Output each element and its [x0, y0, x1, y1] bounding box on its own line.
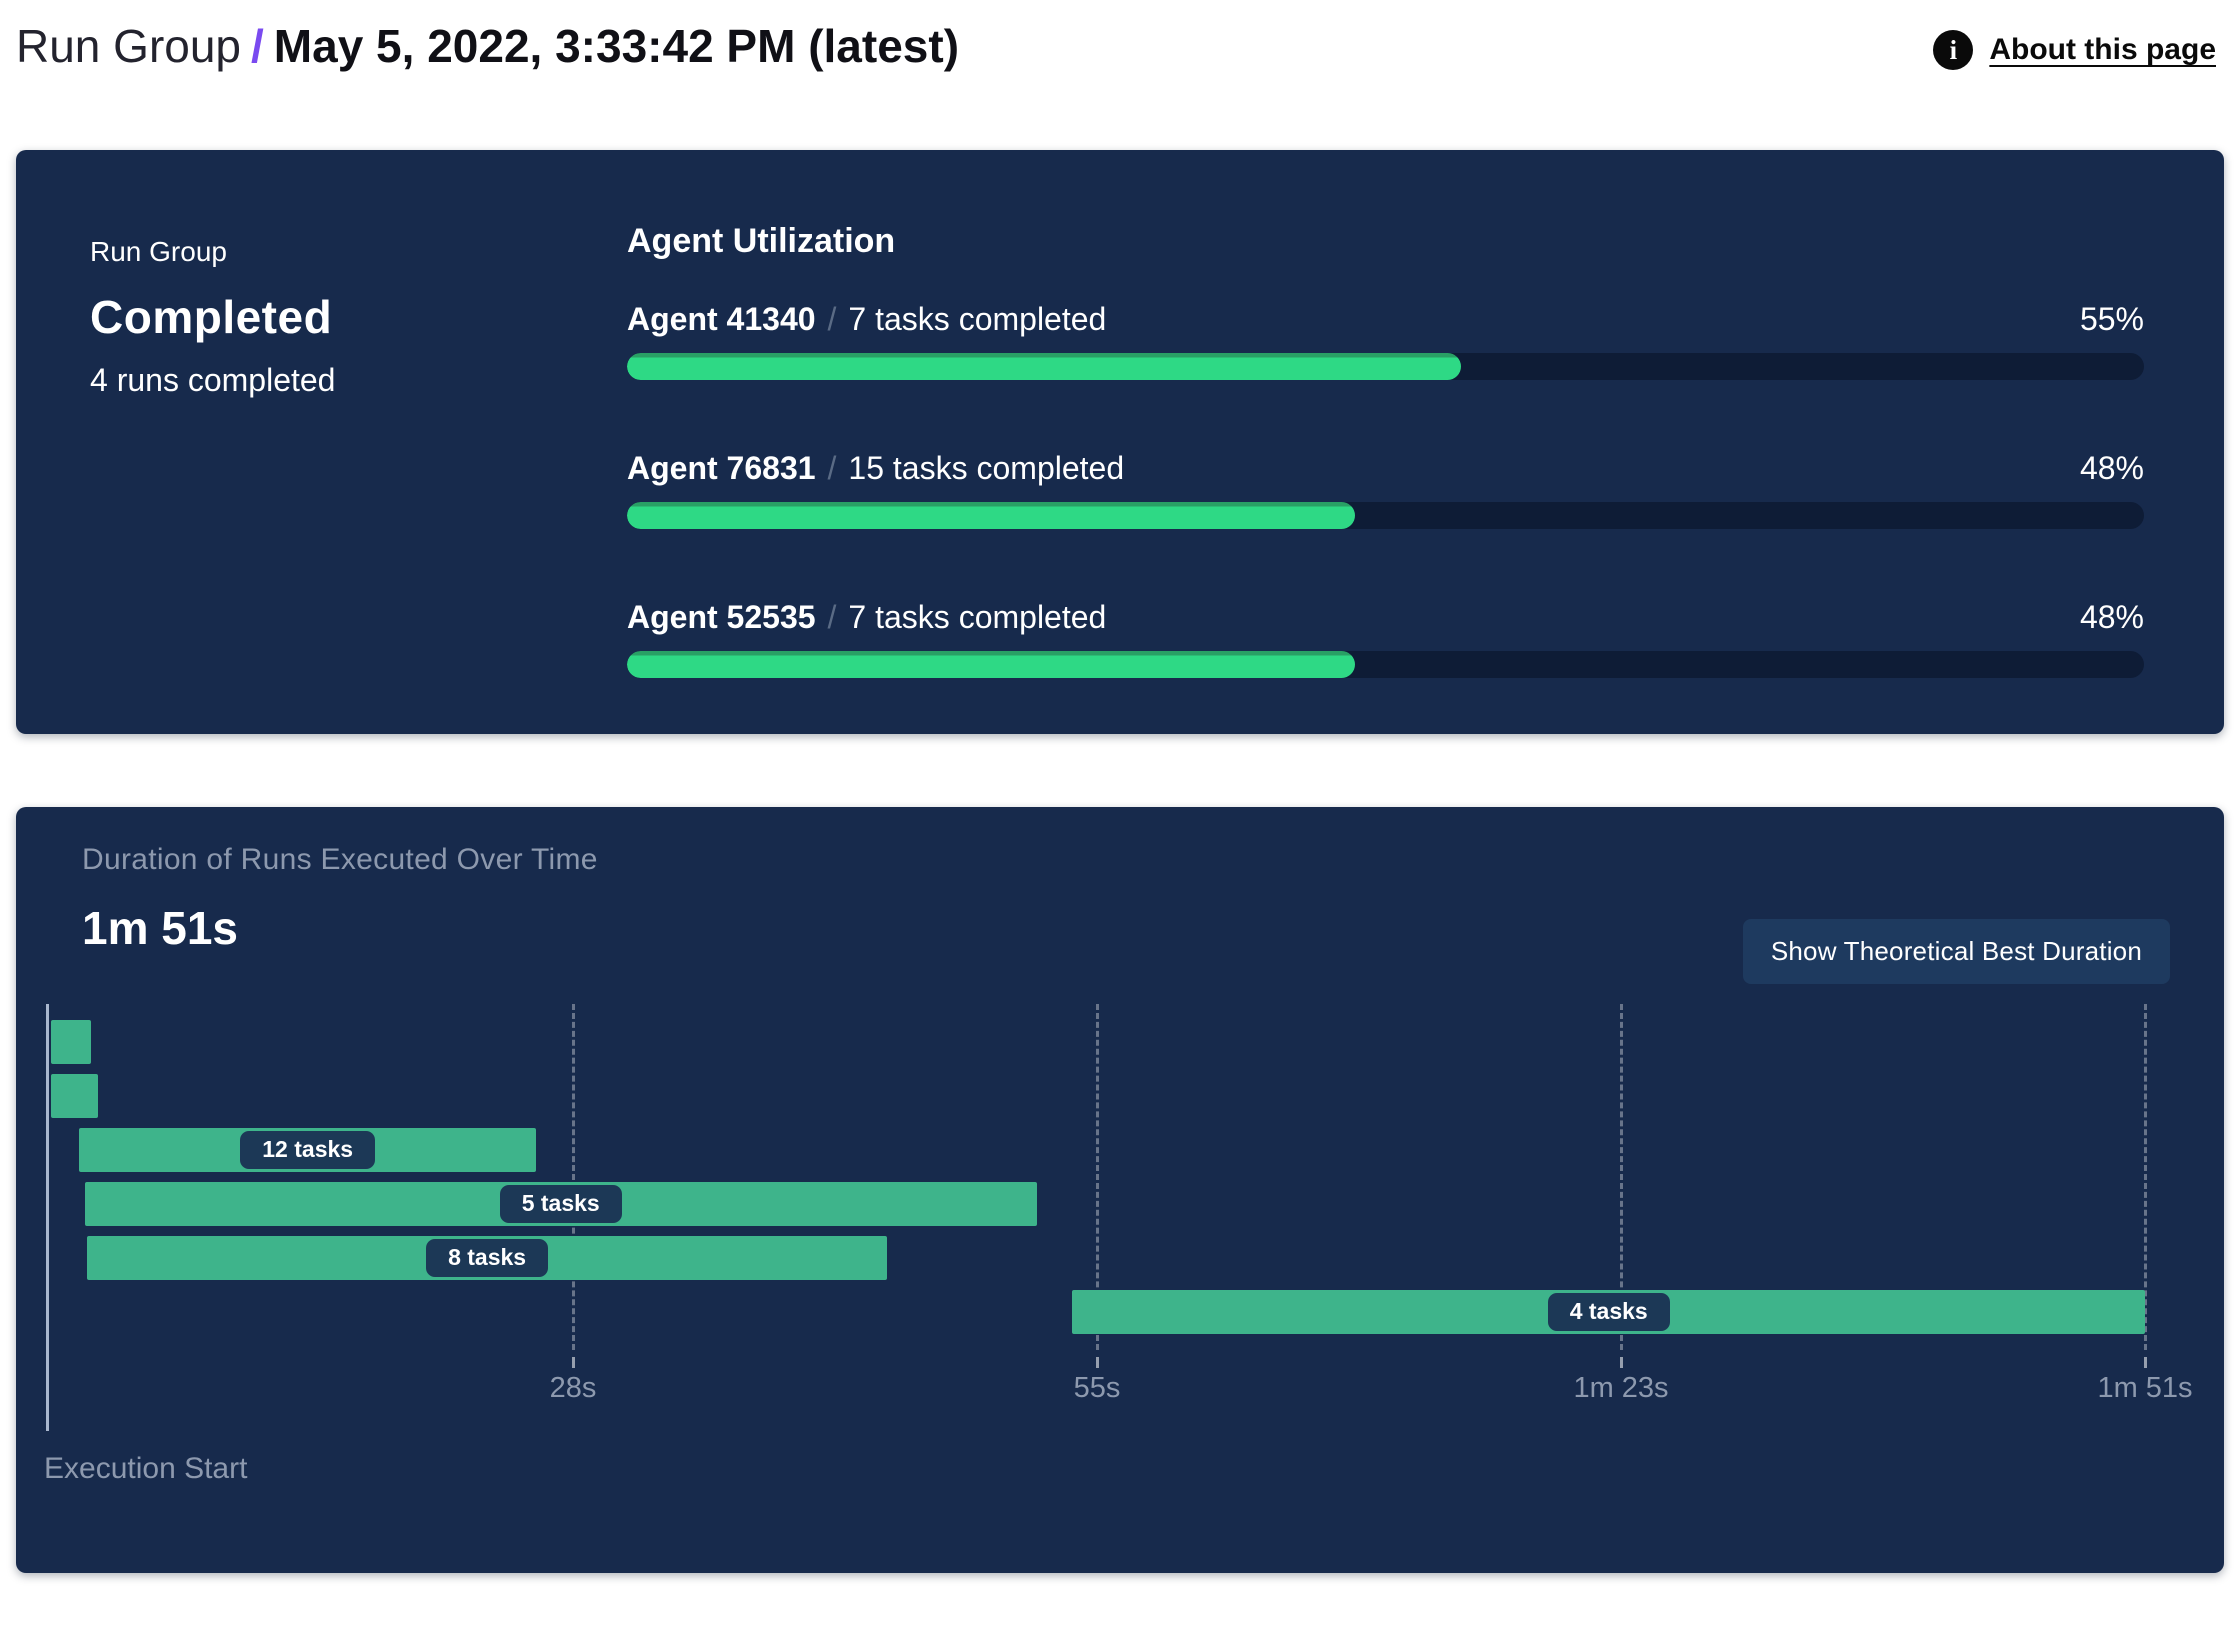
agent-tasks-completed: 7 tasks completed [848, 301, 1107, 337]
agent-progress-fill [627, 502, 1356, 529]
axis-tick [2144, 1357, 2147, 1368]
agent-row: Agent 41340 / 7 tasks completed 55% [627, 299, 2144, 380]
run-group-panel: Run Group Completed 4 runs completed Age… [16, 150, 2224, 734]
task-count-pill: 4 tasks [1547, 1293, 1670, 1331]
agent-utilization-heading: Agent Utilization [627, 222, 896, 260]
axis-tick [1096, 1357, 1099, 1368]
breadcrumb-separator: / [251, 20, 264, 72]
duration-panel: Duration of Runs Executed Over Time 1m 5… [16, 807, 2224, 1573]
summary-label: Run Group [90, 236, 227, 267]
agent-progress-track [627, 651, 2144, 678]
agent-separator: / [827, 599, 837, 635]
agent-row-label: Agent 41340 / 7 tasks completed [627, 299, 1106, 339]
agent-name: Agent 52535 [627, 599, 816, 635]
run-duration-bar[interactable]: 4 tasks [1072, 1290, 2145, 1334]
run-duration-bar[interactable] [50, 1020, 91, 1064]
axis-tick-label: 55s [1073, 1372, 1121, 1404]
execution-start-label: Execution Start [44, 1452, 248, 1485]
task-count-pill: 12 tasks [240, 1131, 376, 1169]
axis-tick [572, 1357, 575, 1368]
agent-separator: / [827, 450, 837, 486]
run-group-date-title: May 5, 2022, 3:33:42 PM (latest) [273, 20, 960, 72]
agent-tasks-completed: 15 tasks completed [848, 450, 1125, 486]
run-duration-bar[interactable] [50, 1074, 99, 1118]
agent-utilization-percent: 48% [2079, 599, 2144, 635]
agent-name: Agent 76831 [627, 450, 816, 486]
gridline [572, 1004, 575, 1350]
axis-tick-label: 1m 23s [1573, 1372, 1669, 1404]
runs-completed-count: 4 runs completed [90, 362, 336, 398]
agent-progress-track [627, 502, 2144, 529]
agent-row-header: Agent 41340 / 7 tasks completed 55% [627, 299, 2144, 339]
about-this-page-link[interactable]: i About this page [1933, 30, 2216, 70]
duration-chart-title: Duration of Runs Executed Over Time [82, 843, 598, 876]
agent-separator: / [827, 301, 837, 337]
breadcrumb: Run Group [16, 20, 242, 72]
agent-row-label: Agent 52535 / 7 tasks completed [627, 597, 1106, 637]
axis-tick-label: 28s [549, 1372, 597, 1404]
agent-utilization-section: Agent Utilization Agent 41340 / 7 tasks co… [627, 222, 2144, 678]
gridline [2144, 1004, 2147, 1350]
gridline [1096, 1004, 1099, 1350]
agent-row: Agent 52535 / 7 tasks completed 48% [627, 597, 2144, 678]
gridline [1620, 1004, 1623, 1350]
agent-row-label: Agent 76831 / 15 tasks completed [627, 448, 1124, 488]
agent-row-header: Agent 76831 / 15 tasks completed 48% [627, 448, 2144, 488]
agent-name: Agent 41340 [627, 301, 816, 337]
info-icon: i [1933, 30, 1974, 70]
axis-tick-label: 1m 51s [2097, 1372, 2193, 1404]
run-group-summary: Run Group Completed 4 runs completed [90, 236, 335, 399]
execution-start-axis-line [46, 1004, 49, 1431]
status-badge: Completed [90, 291, 333, 343]
agent-row-header: Agent 52535 / 7 tasks completed 48% [627, 597, 2144, 637]
agent-utilization-percent: 55% [2079, 301, 2144, 337]
page-header: Run Group / May 5, 2022, 3:33:42 PM (lates… [0, 0, 2240, 130]
run-duration-bar[interactable]: 5 tasks [84, 1182, 1037, 1226]
run-duration-bar[interactable]: 8 tasks [86, 1236, 888, 1280]
agent-utilization-percent: 48% [2079, 450, 2144, 486]
run-duration-bar[interactable]: 12 tasks [79, 1128, 537, 1172]
task-count-pill: 8 tasks [426, 1239, 549, 1277]
total-duration-value: 1m 51s [82, 902, 239, 954]
axis-tick [1620, 1357, 1623, 1368]
task-count-pill: 5 tasks [499, 1185, 622, 1223]
duration-gantt-chart: Execution Start 28s 55s 1m 23s 1m 51s 12 tas… [44, 1004, 2193, 1504]
agent-row: Agent 76831 / 15 tasks completed 48% [627, 448, 2144, 529]
agent-tasks-completed: 7 tasks completed [848, 599, 1107, 635]
agent-progress-fill [627, 651, 1356, 678]
agent-progress-fill [627, 353, 1462, 380]
about-this-page-label: About this page [1989, 33, 2216, 66]
page-title: Run Group / May 5, 2022, 3:33:42 PM (lates… [16, 18, 959, 76]
show-theoretical-best-duration-button[interactable]: Show Theoretical Best Duration [1742, 919, 2170, 984]
agent-progress-track [627, 353, 2144, 380]
agent-rows: Agent 41340 / 7 tasks completed 55% Agent 76… [627, 299, 2144, 678]
